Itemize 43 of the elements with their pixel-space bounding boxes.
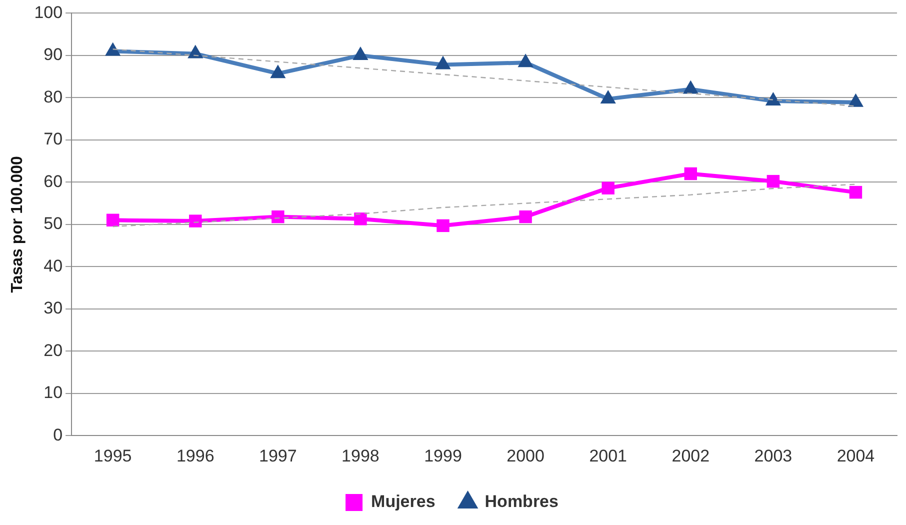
legend-label: Hombres: [484, 492, 558, 512]
point: [849, 186, 862, 199]
x-tick-label: 1998: [342, 446, 380, 466]
x-tick-label: 1995: [94, 446, 132, 466]
y-axis-title: Tasas por 100.000: [9, 156, 26, 293]
x-tick-label: 1997: [259, 446, 297, 466]
y-tick-label: 30: [44, 298, 63, 318]
point: [435, 56, 451, 70]
point: [766, 174, 780, 188]
y-tick-label: 40: [44, 256, 63, 276]
y-tick-label: 60: [44, 172, 63, 191]
y-tick-label: 90: [44, 45, 63, 64]
point: [188, 44, 204, 58]
x-tick-label: 1996: [176, 446, 214, 466]
y-tick-label: 20: [44, 340, 63, 360]
legend-label: Mujeres: [371, 492, 436, 512]
point: [270, 64, 286, 78]
point: [436, 219, 450, 232]
point: [106, 214, 120, 227]
x-tick-label: 2002: [672, 446, 710, 466]
point: [272, 210, 284, 224]
point: [354, 212, 367, 226]
point: [189, 214, 202, 228]
point: [519, 210, 532, 224]
x-tick-label: 2003: [754, 446, 792, 466]
x-tick-label: 2000: [506, 446, 544, 466]
x-tick-label: 2001: [589, 446, 628, 466]
y-tick-label: 10: [44, 383, 63, 402]
point: [848, 93, 864, 107]
x-tick-label: 1999: [424, 446, 462, 466]
y-tick-label: 50: [44, 214, 63, 234]
point: [600, 90, 616, 104]
y-tick-label: 0: [53, 425, 63, 444]
y-tick-label: 70: [44, 130, 63, 149]
x-tick-label: 2004: [836, 446, 875, 466]
point: [684, 167, 698, 180]
point: [765, 92, 781, 106]
point: [602, 182, 614, 194]
point: [352, 46, 368, 60]
y-tick-label: 100: [34, 2, 63, 22]
point: [682, 80, 698, 94]
y-tick-label: 80: [44, 87, 63, 106]
point: [518, 54, 534, 68]
